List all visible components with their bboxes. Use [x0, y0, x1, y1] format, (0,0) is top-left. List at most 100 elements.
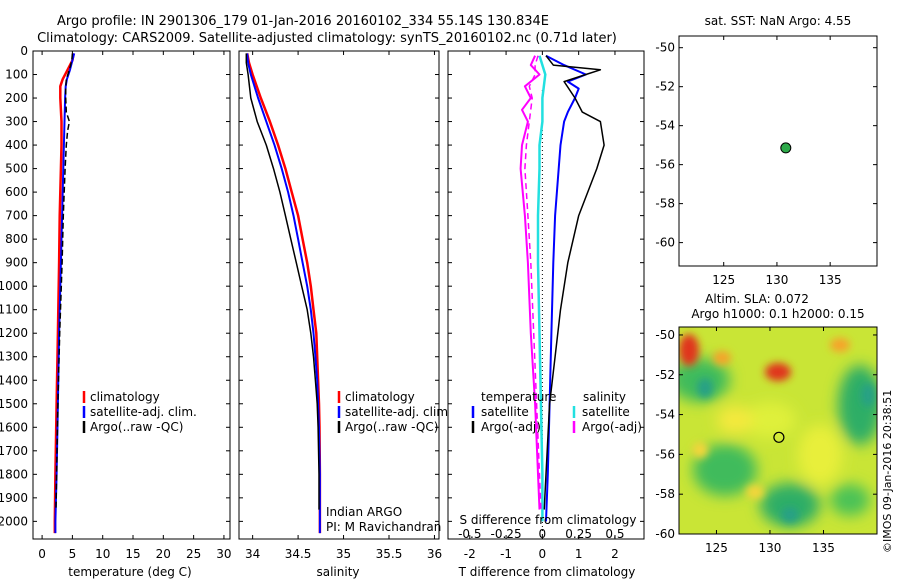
- temperature-legend: climatology satellite-adj. clim. Argo(..…: [82, 390, 197, 434]
- series-line: [53, 53, 75, 534]
- x-tick-label: 30: [216, 547, 231, 561]
- depth-tick-label: 1000: [0, 279, 28, 293]
- legend-label-climatology: climatology: [90, 390, 160, 404]
- sla-field-features: [679, 334, 875, 523]
- salinity-axes-box: [238, 50, 440, 540]
- figure-title-line2: Climatology: CARS2009. Satellite-adjuste…: [37, 31, 617, 46]
- salinity-lines: [245, 53, 322, 534]
- series-line: [543, 55, 605, 510]
- x-tick-label: 10: [95, 547, 110, 561]
- sla-cold-anomaly: [697, 378, 713, 398]
- sla-blob: [693, 444, 757, 496]
- x-tick-label: 1: [575, 547, 583, 561]
- depth-tick-label: 800: [5, 232, 28, 246]
- depth-tick-label: 1300: [0, 350, 28, 364]
- x-tick-label: 25: [186, 547, 201, 561]
- series-line: [55, 53, 74, 510]
- lat-tick-label: -58: [655, 197, 675, 211]
- x-tick-label: 15: [125, 547, 140, 561]
- temperature-x-label: temperature (deg C): [68, 565, 191, 579]
- sla-blob: [744, 402, 796, 438]
- x-tick-label: 0: [539, 547, 547, 561]
- sst-map-title: sat. SST: NaN Argo: 4.55: [705, 14, 852, 28]
- lon-tick-label: 125: [705, 541, 728, 555]
- depth-tick-label: 100: [5, 68, 28, 82]
- legend-label-argo: Argo(..raw -QC): [345, 420, 438, 434]
- depth-tick-label: 300: [5, 115, 28, 129]
- temperature-lines: [53, 53, 76, 534]
- depth-tick-label: 1700: [0, 444, 28, 458]
- salinity-x-label: salinity: [316, 565, 359, 579]
- lon-tick-label: 135: [819, 273, 842, 287]
- sla-warm-anomaly: [765, 363, 791, 381]
- sla-heatmap: [679, 327, 877, 534]
- t-difference-label: T difference from climatology: [458, 565, 636, 579]
- depth-axis: 0 100 200 300 400 500 600 700 800 900 1000 1100 1200…: [0, 44, 28, 528]
- legend-header-temperature: temperature: [481, 390, 556, 404]
- lat-tick-label: -60: [655, 527, 675, 541]
- x-tick-label: -1: [500, 547, 512, 561]
- s-diff-tick-label: -0.5: [458, 527, 481, 541]
- x-tick-label: -2: [464, 547, 476, 561]
- lon-tick-label: 130: [759, 541, 782, 555]
- sla-map-panel: Altim. SLA: 0.072 Argo h1000: 0.1 h2000:…: [655, 292, 878, 555]
- depth-tick-label: 0: [20, 44, 28, 58]
- sla-cold-anomaly: [861, 383, 875, 407]
- argo-location-marker: [773, 431, 785, 443]
- lon-tick-label: 130: [765, 273, 788, 287]
- sst-map-panel: sat. SST: NaN Argo: 4.55 -50 -52 -54 -56 -58…: [655, 14, 878, 287]
- x-tick-label: 34: [245, 547, 260, 561]
- depth-tick-label: 1500: [0, 397, 28, 411]
- lon-tick-label: 135: [812, 541, 835, 555]
- salinity-legend: climatology satellite-adj. clim. Argo(..…: [337, 390, 452, 434]
- lat-tick-label: -50: [655, 328, 675, 342]
- sla-map-title-line2: Argo h1000: 0.1 h2000: 0.15: [691, 307, 864, 321]
- legend-label-t-satellite: satellite: [481, 405, 529, 419]
- x-tick-label: 20: [156, 547, 171, 561]
- legend-label-satellite: satellite-adj. clim.: [345, 405, 452, 419]
- x-tick-label: 35: [336, 547, 351, 561]
- lat-tick-label: -58: [655, 487, 675, 501]
- sla-blob: [760, 483, 820, 527]
- difference-legend: temperature salinity satellite Argo(-adj…: [471, 390, 642, 434]
- sst-map-axes-box: [678, 35, 878, 267]
- depth-tick-label: 600: [5, 185, 28, 199]
- sla-blob: [798, 425, 842, 485]
- figure-title-line1: Argo profile: IN 2901306_179 01-Jan-2016…: [57, 14, 549, 29]
- depth-tick-label: 1600: [0, 420, 28, 434]
- series-line: [536, 55, 547, 522]
- x-tick-label: 5: [69, 547, 77, 561]
- series-line: [524, 55, 542, 510]
- depth-tick-label: 1200: [0, 326, 28, 340]
- sla-warm-anomaly: [830, 338, 850, 352]
- difference-axes-box: [447, 50, 645, 540]
- series-line: [519, 55, 541, 510]
- legend-label-s-argo: Argo(-adj): [582, 420, 642, 434]
- legend-label-t-argo: Argo(-adj): [481, 420, 541, 434]
- depth-tick-label: 700: [5, 209, 28, 223]
- imos-credit: ©IMOS 09-Jan-2016 20:38:51: [881, 390, 894, 553]
- lat-tick-label: -56: [655, 158, 675, 172]
- sla-map-axes: -50 -52 -54 -56 -58 -60 125 130 135: [655, 327, 877, 555]
- depth-tick-label: 500: [5, 162, 28, 176]
- lat-tick-label: -50: [655, 41, 675, 55]
- depth-tick-label: 400: [5, 138, 28, 152]
- lat-tick-label: -54: [655, 408, 675, 422]
- x-tick-label: 34.5: [285, 547, 312, 561]
- s-diff-tick-label: -0.25: [491, 527, 522, 541]
- legend-label-satellite: satellite-adj. clim.: [90, 405, 197, 419]
- sla-map-title-line1: Altim. SLA: 0.072: [705, 292, 809, 306]
- lat-tick-label: -54: [655, 119, 675, 133]
- salinity-x-axis: 34 34.5 35 35.5 36: [239, 50, 442, 561]
- temperature-x-axis: 0 5 10 15 20 25 30: [33, 50, 232, 561]
- legend-label-s-satellite: satellite: [582, 405, 630, 419]
- lat-tick-label: -52: [655, 368, 675, 382]
- legend-label-climatology: climatology: [345, 390, 415, 404]
- x-tick-label: 0: [38, 547, 46, 561]
- argo-location-marker: [780, 142, 792, 154]
- lat-tick-label: -56: [655, 447, 675, 461]
- float-pi-label: PI: M Ravichandran: [326, 520, 441, 534]
- s-diff-tick-label: 0.25: [565, 527, 592, 541]
